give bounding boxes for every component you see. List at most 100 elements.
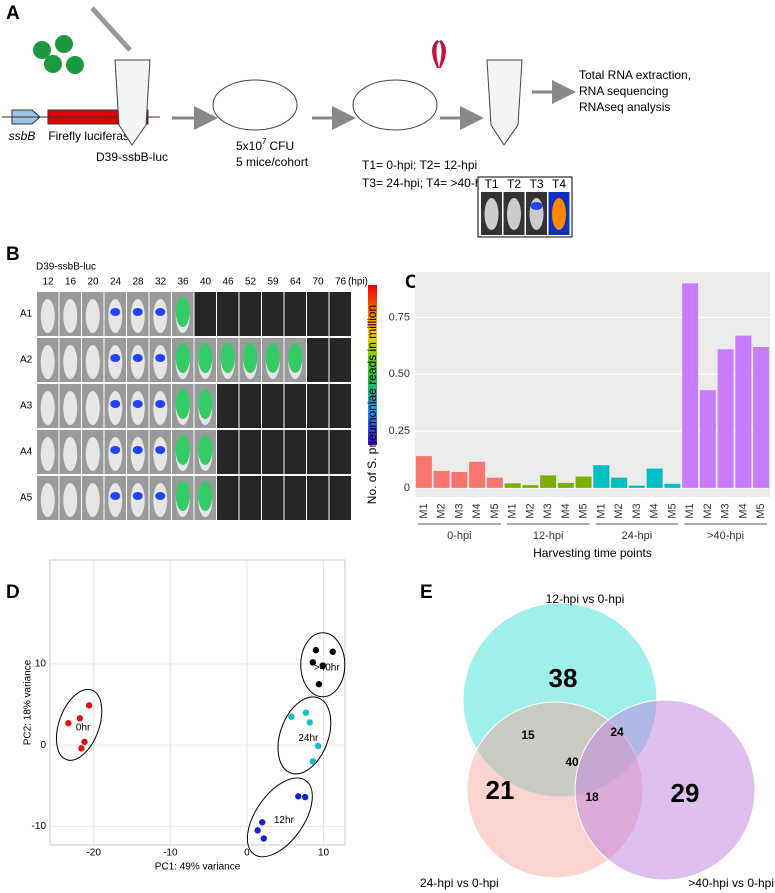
signal [132, 354, 143, 362]
mouse-image [63, 345, 78, 379]
x-tick-label: M2 [436, 503, 448, 518]
image-label: T4 [552, 177, 566, 191]
signal [198, 435, 213, 465]
cluster-label: >40hr [314, 662, 341, 673]
cluster-ellipse [277, 696, 332, 775]
thumb [217, 384, 239, 428]
signal [110, 492, 121, 500]
color-bar [368, 285, 377, 445]
step: Total RNA extraction, [579, 68, 691, 82]
point [295, 793, 302, 800]
cluster-ellipse [55, 688, 103, 761]
panel-label: B [6, 244, 20, 265]
thumb [329, 338, 351, 382]
bar [540, 475, 557, 488]
bar [557, 482, 574, 488]
bar [522, 485, 539, 488]
times: T3= 24-hpi; T4= >40-hpi [362, 176, 491, 190]
mouse [212, 79, 298, 131]
bar [469, 461, 486, 488]
hpi-label: 28 [132, 277, 144, 288]
signal [110, 354, 121, 362]
row-label: A1 [20, 309, 33, 320]
signal [175, 343, 190, 373]
signal [198, 481, 213, 511]
thumb [329, 476, 351, 520]
signal [198, 343, 213, 373]
step: RNAseq analysis [579, 100, 670, 114]
hpi-label: 16 [65, 277, 77, 288]
signal [110, 400, 121, 408]
bar [593, 465, 610, 488]
cluster-ellipse [246, 777, 313, 858]
signal [155, 446, 166, 454]
bar [415, 456, 432, 488]
thumb [262, 476, 284, 520]
point [314, 742, 322, 750]
mouse-image [63, 437, 78, 471]
thumb [239, 292, 261, 336]
signal [220, 343, 235, 373]
count: 24 [610, 725, 624, 739]
mouse-image [507, 198, 521, 230]
y-tick-label: 0.50 [389, 368, 410, 380]
hpi-label: 64 [290, 277, 302, 288]
mouse-image [85, 483, 100, 517]
signal [175, 297, 190, 327]
mouse-image [85, 299, 100, 333]
tube [114, 59, 151, 146]
image-strip: T1 T2 T3 T4 [481, 177, 570, 235]
thumb [307, 476, 329, 520]
hpi-unit: (hpi) [348, 277, 368, 288]
cluster-label: 24hr [298, 733, 319, 744]
y-tick-label: 0 [40, 740, 46, 751]
times: T1= 0-hpi; T2= 12-hpi [362, 158, 477, 172]
hpi-label: 59 [267, 277, 279, 288]
bar [646, 468, 663, 488]
bar [717, 349, 734, 488]
x-tick-label: M1 [507, 503, 519, 518]
signal [175, 389, 190, 419]
bar [735, 335, 752, 488]
cluster-label: 0hr [76, 722, 91, 733]
signal [155, 354, 166, 362]
thumb [307, 292, 329, 336]
x-tick-label: M1 [595, 503, 607, 518]
point [65, 720, 72, 727]
hpi-label: 52 [245, 277, 257, 288]
x-tick-label: M3 [542, 503, 554, 518]
panel-label: E [420, 582, 433, 603]
cohort-label: 5 mice/cohort [236, 155, 309, 169]
x-tick-label: M4 [737, 503, 749, 518]
x-tick-label: M2 [702, 503, 714, 518]
signal [198, 389, 213, 419]
mouse-image [40, 299, 55, 333]
cluster-label: 12hr [274, 815, 295, 826]
gene-label: ssbB [9, 129, 36, 143]
dose-label: 5x107 CFU [236, 137, 294, 153]
thumb [307, 338, 329, 382]
hpi-label: 70 [312, 277, 324, 288]
plot-bg [415, 272, 770, 497]
bar [664, 483, 681, 488]
set-label: 24-hpi vs 0-hpi [420, 876, 499, 890]
x-tick-label: M5 [755, 503, 767, 518]
y-tick-label: 10 [35, 659, 47, 670]
thumb [262, 292, 284, 336]
thumb [239, 430, 261, 474]
cluster-ellipse [300, 632, 346, 698]
signal [132, 492, 143, 500]
x-tick-label: -20 [86, 848, 101, 859]
panel-label: A [6, 3, 20, 24]
thumb [307, 384, 329, 428]
thumb [239, 476, 261, 520]
count: 18 [585, 790, 599, 804]
y-tick-label: 0.25 [389, 425, 410, 437]
point [306, 719, 313, 726]
hpi-label: 24 [110, 277, 122, 288]
step: RNA sequencing [579, 84, 668, 98]
signal [132, 446, 143, 454]
x-tick-label: M1 [418, 503, 430, 518]
mouse-image [40, 391, 55, 425]
